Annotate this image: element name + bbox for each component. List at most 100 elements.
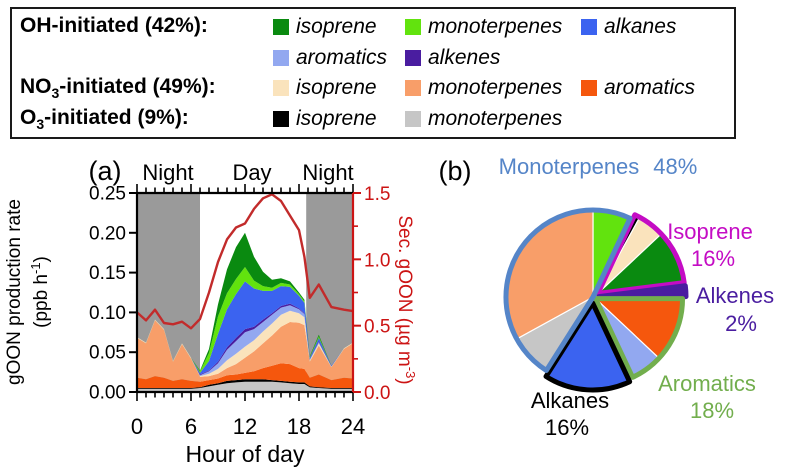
legend-item-isoprene: isoprene: [273, 15, 405, 39]
bottom-tick-label: 0: [131, 414, 143, 439]
legend-row-o3: O3-initiated (9%): isoprene monoterpenes: [20, 104, 726, 134]
legend-group-subscript: 3: [51, 85, 60, 102]
legend-swatch-isoprene: [273, 110, 289, 127]
legend-item-isoprene: isoprene: [273, 76, 405, 100]
area-layer-no3_aromatics: [137, 363, 353, 388]
panel-b-chart: (b) Monoterpenes 48% Isoprene 16% Alkenes…: [439, 154, 775, 440]
right-axis-unit-superscript: -3: [403, 367, 418, 379]
legend-item-monoterpenes: monoterpenes: [405, 15, 581, 39]
pie-label-alkenes: Alkenes: [696, 283, 774, 308]
area-layer-no3_monoterpenes: [137, 320, 353, 382]
legend-group-suffix: -initiated (42%):: [51, 14, 208, 38]
legend-swatch-monoterpenes: [405, 110, 421, 127]
night-label-left: Night: [142, 160, 193, 185]
legend-group-label-oh: OH-initiated (42%):: [20, 14, 273, 40]
legend-group-suffix: -initiated (49%):: [59, 75, 216, 99]
legend-item-label: isoprene: [296, 76, 377, 100]
right-tick-label: 1.5: [364, 184, 390, 205]
legend-item-monoterpenes: monoterpenes: [405, 76, 581, 100]
legend-item-label: aromatics: [296, 45, 388, 69]
area-layer-oh_aromatics: [137, 305, 353, 377]
right-axis-unit-close: ): [394, 378, 415, 384]
pie-group-outline-alkanes: [543, 300, 633, 393]
axes-group: 0.00 0.05 0.10 0.15 0.20 0.25 0.0 0.5 1.0 1.5 0 6 12…: [89, 184, 390, 440]
legend-item-label: monoterpenes: [428, 15, 563, 39]
bottom-tick-label: 24: [341, 414, 365, 439]
pie-group-outline-alkenes: [596, 283, 689, 300]
legend-item-label: monoterpenes: [428, 106, 563, 130]
panel-a-label: (a): [89, 156, 122, 186]
legend-item-aromatics: aromatics: [581, 76, 726, 100]
y-axis-title-line1: gOON production rate: [4, 199, 25, 385]
legend-swatch-aromatics: [273, 49, 289, 66]
area-layer-o3_isoprene: [137, 379, 353, 389]
bottom-tick-label: 12: [233, 414, 257, 439]
pie-group: [503, 207, 689, 393]
legend-group-prefix: OH: [20, 14, 52, 38]
left-tick-label: 0.15: [89, 263, 126, 284]
bottom-tick-label: 18: [287, 414, 311, 439]
x-axis-title: Hour of day: [186, 441, 305, 467]
legend-group-label-no3: NO3-initiated (49%):: [20, 75, 273, 101]
area-layer-oh_isoprene: [137, 232, 353, 372]
pie-label-alkanes: Alkanes: [531, 388, 609, 413]
pie-label-monoterpenes: Monoterpenes 48%: [499, 154, 698, 179]
legend-item-label: isoprene: [296, 106, 377, 130]
legend-item-alkanes: alkanes: [581, 15, 726, 39]
legend-box: OH-initiated (42%): isoprene monoterpenes…: [10, 7, 736, 139]
pie-label-monoterpenes-pct: 48%: [653, 154, 697, 179]
night-label-right: Night: [302, 160, 353, 185]
y-axis-unit-close: ): [31, 256, 52, 262]
area-layer-oh_alkanes: [137, 281, 353, 375]
pie-group-outline-monoterpenes: [503, 207, 633, 373]
pie-label-aromatics: Aromatics: [658, 371, 756, 396]
legend-group-subscript: 3: [36, 115, 45, 132]
legend-item-label: isoprene: [296, 15, 377, 39]
left-tick-label: 0.20: [89, 223, 126, 244]
left-tick-label: 0.10: [89, 303, 126, 324]
y-axis-unit: (ppb h: [31, 274, 52, 328]
right-axis-unit: Sec. gOON (µg m: [394, 215, 415, 366]
pie-label-alkanes-pct: 16%: [545, 415, 589, 440]
right-tick-label: 1.0: [364, 250, 390, 271]
area-layer-o3_monoterpenes: [137, 381, 353, 392]
legend-swatch-monoterpenes: [405, 80, 421, 97]
legend-swatch-isoprene: [273, 80, 289, 97]
legend-item-aromatics: aromatics: [273, 46, 405, 70]
sec-goon-line: [136, 193, 354, 330]
bottom-tick-label: 6: [185, 414, 197, 439]
legend-item-label: monoterpenes: [428, 76, 563, 100]
pie-label-isoprene: Isoprene: [667, 219, 753, 244]
right-axis-title: Sec. gOON (µg m-3): [394, 215, 418, 384]
sec-goon-line-group: [136, 193, 354, 330]
legend-row-oh-cont: aromatics alkenes: [20, 43, 726, 73]
panel-a-chart: 0.00 0.05 0.10 0.15 0.20 0.25 0.0 0.5 1.0 1.5 0 6 12…: [4, 156, 418, 467]
pie-group-outline-aromatics: [593, 296, 686, 380]
panel-b-label: (b): [439, 156, 472, 186]
legend-group-suffix: -initiated (9%):: [44, 105, 189, 129]
legend-item-alkenes: alkenes: [405, 46, 581, 70]
legend-swatch-alkenes: [405, 49, 421, 66]
pie-group-outline-isoprene: [595, 212, 687, 296]
pie-label-alkenes-pct: 2%: [725, 311, 757, 336]
legend-row-no3: NO3-initiated (49%): isoprene monoterpene…: [20, 73, 726, 103]
legend-item-monoterpenes: monoterpenes: [405, 107, 581, 131]
pie-label-aromatics-pct: 18%: [690, 398, 734, 423]
left-tick-label: 0.00: [89, 383, 126, 404]
legend-item-label: alkenes: [428, 45, 501, 69]
legend-swatch-monoterpenes: [405, 19, 421, 36]
pie-label-monoterpenes-text: Monoterpenes: [499, 154, 640, 179]
legend-group-prefix: NO: [20, 75, 52, 99]
legend-swatch-isoprene: [273, 19, 289, 36]
stacked-areas-group: [137, 232, 353, 392]
pie-label-isoprene-pct: 16%: [691, 246, 735, 271]
legend-swatch-alkanes: [581, 19, 597, 36]
left-tick-label: 0.05: [89, 343, 126, 364]
legend-swatch-aromatics: [581, 80, 597, 97]
legend-item-isoprene: isoprene: [273, 107, 405, 131]
legend-row-oh: OH-initiated (42%): isoprene monoterpenes…: [20, 12, 726, 42]
legend-group-label-o3: O3-initiated (9%):: [20, 106, 273, 132]
legend-item-label: alkanes: [604, 15, 677, 39]
y-axis-unit-superscript: -1: [28, 262, 43, 274]
